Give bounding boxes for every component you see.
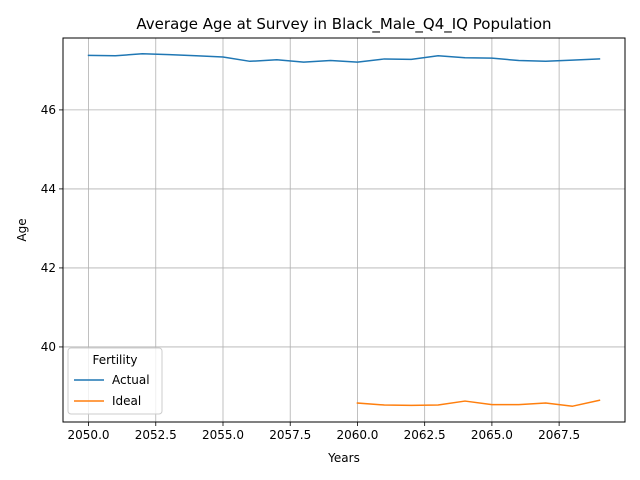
y-tick-label: 44	[41, 182, 56, 196]
x-tick-label: 2052.5	[135, 428, 177, 442]
series-line-actual	[87, 53, 601, 63]
legend-label-actual: Actual	[112, 373, 150, 387]
axis-ticks: 2050.0 2052.5 2055.0 2057.5 2060.0 2062.5 2065…	[41, 103, 580, 442]
legend: Fertility Actual Ideal	[67, 347, 163, 415]
plot-frame	[62, 37, 626, 423]
grid-lines	[63, 38, 625, 422]
x-tick-label: 2062.5	[404, 428, 446, 442]
x-tick-label: 2067.5	[538, 428, 580, 442]
x-tick-label: 2055.0	[202, 428, 244, 442]
x-tick-label: 2057.5	[269, 428, 311, 442]
plot-series	[87, 53, 601, 407]
x-tick-label: 2060.0	[336, 428, 378, 442]
legend-box	[67, 347, 163, 415]
chart-title: Average Age at Survey in Black_Male_Q4_I…	[136, 15, 551, 34]
y-tick-label: 42	[41, 261, 56, 275]
series-line-ideal	[356, 399, 601, 407]
y-tick-label: 40	[41, 340, 56, 354]
y-tick-label: 46	[41, 103, 56, 117]
x-axis-label: Years	[327, 451, 360, 465]
x-tick-label: 2050.0	[68, 428, 110, 442]
y-axis-label: Age	[15, 218, 29, 241]
legend-label-ideal: Ideal	[112, 394, 141, 408]
x-tick-label: 2065.0	[471, 428, 513, 442]
legend-title: Fertility	[92, 353, 137, 367]
